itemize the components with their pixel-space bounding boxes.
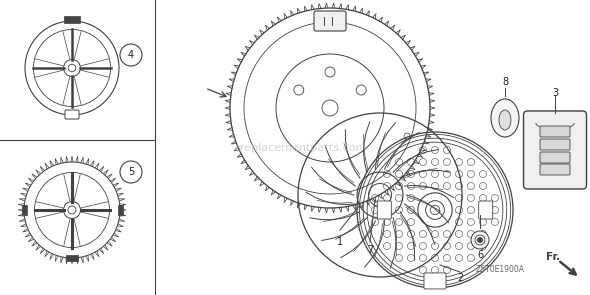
Ellipse shape [491, 99, 519, 137]
FancyBboxPatch shape [523, 111, 586, 189]
Ellipse shape [499, 110, 511, 130]
FancyBboxPatch shape [540, 152, 570, 163]
Circle shape [477, 237, 483, 242]
FancyBboxPatch shape [540, 164, 570, 175]
FancyBboxPatch shape [65, 110, 79, 119]
Text: 7: 7 [367, 245, 373, 255]
Text: 8: 8 [502, 77, 508, 87]
Circle shape [471, 231, 489, 249]
FancyBboxPatch shape [66, 255, 78, 261]
FancyBboxPatch shape [64, 16, 80, 23]
FancyBboxPatch shape [424, 273, 446, 289]
Text: Fr.: Fr. [546, 252, 560, 262]
Text: 6: 6 [477, 250, 483, 260]
FancyBboxPatch shape [540, 126, 570, 137]
Text: 4: 4 [128, 50, 134, 60]
Text: 5: 5 [128, 167, 134, 177]
FancyBboxPatch shape [540, 139, 570, 150]
FancyBboxPatch shape [377, 201, 391, 219]
Text: Z5T0E1900A: Z5T0E1900A [476, 266, 525, 275]
FancyBboxPatch shape [314, 11, 346, 31]
FancyBboxPatch shape [117, 205, 123, 215]
FancyBboxPatch shape [478, 201, 493, 219]
Text: ereplacementparts.com: ereplacementparts.com [233, 143, 367, 153]
FancyBboxPatch shape [21, 205, 27, 215]
Text: 1: 1 [337, 237, 343, 247]
Text: 2: 2 [457, 273, 463, 283]
Text: 3: 3 [552, 88, 558, 98]
